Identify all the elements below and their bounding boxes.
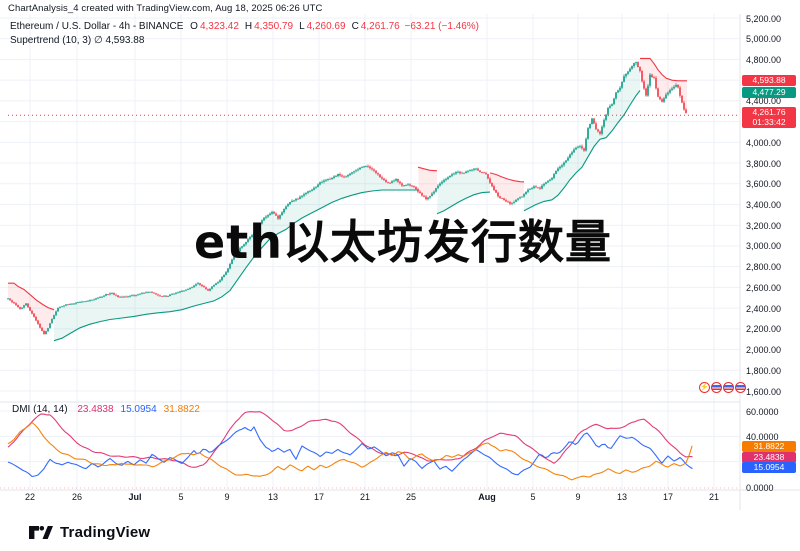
- price-tick-label: 5,000.00: [746, 34, 782, 45]
- price-tick-label: 1,800.00: [746, 365, 782, 376]
- ohlc-value: 4,350.79: [254, 21, 294, 32]
- supertrend-down-price-badge: 4,593.88: [742, 75, 796, 86]
- price-tick-label: 3,800.00: [746, 158, 782, 169]
- reaction-icon[interactable]: [723, 382, 734, 393]
- lightning-reaction-icon[interactable]: ⚡: [699, 382, 710, 393]
- tradingview-brand[interactable]: TradingView: [28, 524, 150, 541]
- time-tick-label: 21: [708, 492, 720, 502]
- price-tick-label: 5,200.00: [746, 13, 782, 24]
- ohlc-key: C: [351, 21, 359, 32]
- average-symbol: ∅: [93, 35, 103, 46]
- supertrend-name: Supertrend (10, 3): [10, 35, 92, 46]
- reaction-icon[interactable]: [735, 382, 746, 393]
- brand-name: TradingView: [60, 524, 151, 541]
- price-tick-label: 4,800.00: [746, 54, 782, 65]
- price-tick-label: 4,000.00: [746, 137, 782, 148]
- current-price-value: 4,261.76: [752, 107, 786, 117]
- change-value: −63.21 (−1.46%): [404, 21, 480, 32]
- dmi-legend-value-ADX: 23.4838: [77, 404, 114, 415]
- price-tick-label: 2,800.00: [746, 262, 782, 273]
- dmi-title: DMI (14, 14): [12, 404, 68, 415]
- dmi-legend[interactable]: DMI (14, 14) 23.4838 15.0954 31.8822: [12, 404, 200, 415]
- ohlc-value: 4,261.76: [360, 21, 400, 32]
- dmi-tick-label: 40.0000: [746, 431, 779, 442]
- watermark-overlay-text: eth以太坊发行数量: [194, 215, 612, 269]
- current-price-badge: 4,261.76 01:33:42: [742, 107, 796, 128]
- snapshot-header: ChartAnalysis_4 created with TradingView…: [8, 3, 323, 14]
- dmi-legend-values: 23.4838 15.0954 31.8822: [70, 404, 199, 415]
- bar-countdown: 01:33:42: [752, 116, 786, 127]
- time-tick-label: Jul: [128, 492, 142, 502]
- symbol-title: Ethereum / U.S. Dollar - 4h - BINANCE: [10, 21, 184, 32]
- ohlc-value: 4,260.69: [306, 21, 346, 32]
- time-tick-label: 25: [405, 492, 417, 502]
- supertrend-value: 4,593.88: [105, 35, 145, 46]
- time-tick-label: 13: [616, 492, 628, 502]
- price-tick-label: 3,000.00: [746, 241, 782, 252]
- dmi-value-badge: 15.0954: [742, 462, 796, 474]
- time-tick-label: 26: [71, 492, 83, 502]
- footer: TradingView: [0, 510, 800, 551]
- dmi-legend-value-+DI: 15.0954: [120, 404, 157, 415]
- ohlc-key: L: [299, 21, 305, 32]
- price-tick-label: 3,200.00: [746, 220, 782, 231]
- time-tick-label: 9: [224, 492, 230, 502]
- time-tick-label: 5: [530, 492, 536, 502]
- time-tick-label: Aug: [478, 492, 496, 502]
- dmi-tick-label: 0.0000: [746, 482, 774, 493]
- reaction-icon[interactable]: [711, 382, 722, 393]
- time-tick-label: 13: [267, 492, 279, 502]
- ohlc-key: O: [190, 21, 198, 32]
- time-tick-label: 17: [313, 492, 325, 502]
- supertrend-up-price-badge: 4,477.29: [742, 86, 796, 98]
- time-tick-label: 22: [24, 492, 36, 502]
- dmi-value-badge: 31.8822: [742, 441, 796, 453]
- ohlc-key: H: [244, 21, 253, 32]
- price-tick-label: 2,200.00: [746, 324, 782, 335]
- dmi-value-badge: 23.4838: [742, 451, 796, 463]
- reaction-bar: ⚡: [699, 382, 746, 393]
- price-tick-label: 2,400.00: [746, 303, 782, 314]
- time-tick-label: 17: [662, 492, 674, 502]
- time-tick-label: 21: [359, 492, 371, 502]
- tradingview-logo-icon: [29, 526, 53, 539]
- dmi-tick-label: 60.0000: [746, 406, 779, 417]
- supertrend-legend[interactable]: Supertrend (10, 3) ∅ 4,593.88: [10, 35, 144, 46]
- ohlc-values: O 4,323.42 H 4,350.79 L 4,260.69 C 4,261.76: [186, 21, 402, 32]
- price-tick-label: 2,000.00: [746, 345, 782, 356]
- time-tick-label: 9: [575, 492, 581, 502]
- price-tick-label: 3,400.00: [746, 200, 782, 210]
- price-tick-label: 2,600.00: [746, 282, 782, 293]
- time-tick-label: 5: [178, 492, 184, 502]
- dmi-legend-value--DI: 31.8822: [163, 404, 200, 415]
- price-tick-label: 3,600.00: [746, 179, 782, 190]
- price-tick-label: 1,600.00: [746, 386, 782, 397]
- price-tick-label: 4,400.00: [746, 96, 782, 107]
- ohlc-value: 4,323.42: [199, 21, 239, 32]
